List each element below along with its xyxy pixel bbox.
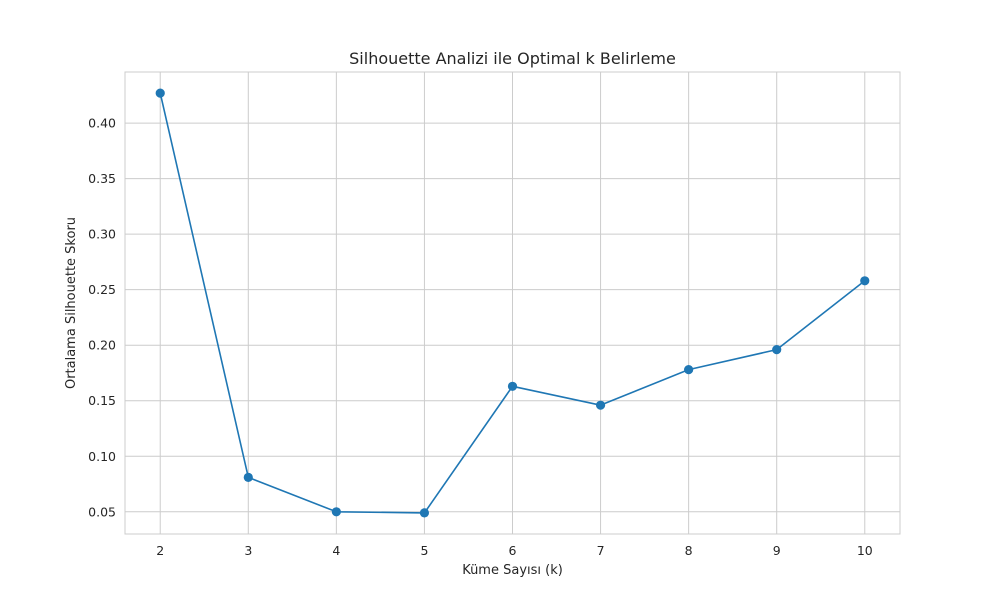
data-point-k8 — [684, 365, 694, 375]
data-point-k7 — [595, 400, 606, 410]
data-point-k3 — [243, 472, 253, 482]
y-tick-label: 0.30 — [88, 227, 116, 242]
y-axis-label: Ortalama Silhouette Skoru — [64, 217, 79, 389]
data-point-k9 — [772, 345, 782, 355]
x-tick-label: 5 — [420, 543, 428, 558]
data-point-k6 — [507, 381, 518, 391]
y-tick-label: 0.10 — [88, 449, 116, 464]
y-tick-label: 0.20 — [88, 338, 116, 353]
data-point-k5 — [419, 508, 430, 518]
data-point-k4 — [331, 507, 341, 517]
data-point-k2 — [155, 88, 165, 98]
plot-area-frame — [124, 71, 901, 535]
grid-layer — [125, 72, 900, 534]
x-tick-labels: 2 3 4 5 6 7 8 9 10 — [156, 543, 873, 558]
x-axis-label: Küme Sayısı (k) — [462, 563, 563, 578]
y-tick-label: 0.15 — [88, 393, 116, 408]
x-tick-label: 9 — [773, 543, 781, 558]
x-tick-label: 8 — [685, 543, 693, 558]
x-tick-label: 10 — [857, 543, 873, 558]
y-tick-label: 0.35 — [88, 171, 116, 186]
x-tick-label: 6 — [509, 543, 517, 558]
y-tick-labels: 0.05 0.10 0.15 0.20 0.25 0.30 0.35 0.40 — [88, 116, 116, 520]
chart-title: Silhouette Analizi ile Optimal k Belirle… — [349, 49, 676, 68]
x-tick-label: 3 — [244, 543, 252, 558]
x-tick-label: 2 — [156, 543, 164, 558]
data-point-k10 — [860, 276, 870, 286]
y-tick-label: 0.40 — [88, 116, 116, 131]
y-tick-label: 0.05 — [88, 504, 116, 519]
x-tick-label: 7 — [597, 543, 605, 558]
y-tick-label: 0.25 — [88, 282, 116, 297]
x-tick-label: 4 — [332, 543, 340, 558]
series-layer — [155, 88, 870, 518]
